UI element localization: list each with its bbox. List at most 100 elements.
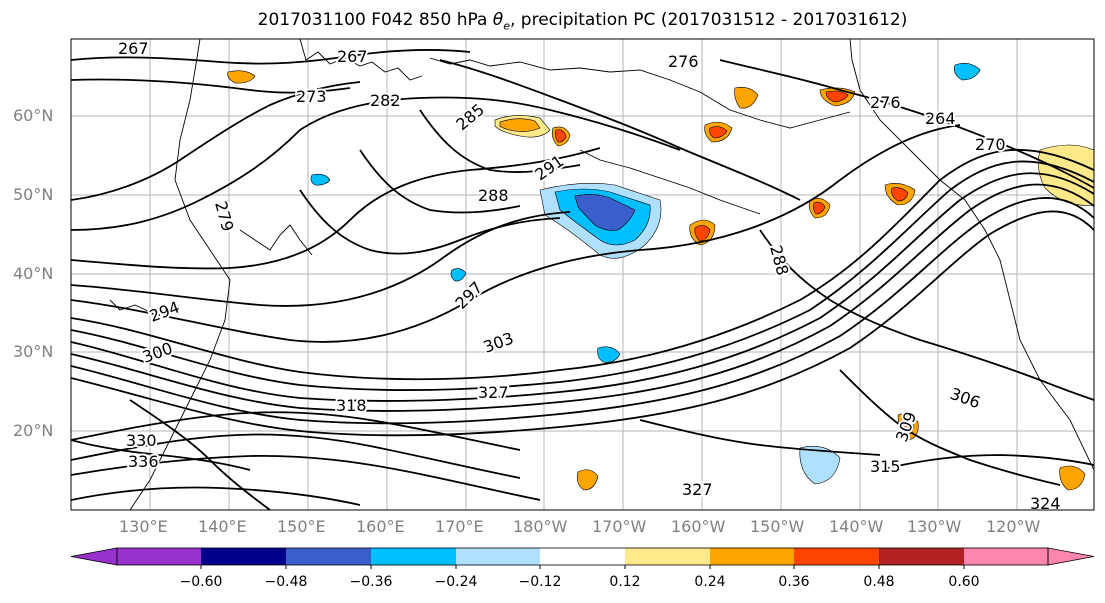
- coastline-alaska: [429, 57, 851, 129]
- longitude-label: 140°W: [829, 517, 884, 536]
- longitude-label: 130°E: [119, 517, 168, 536]
- latitude-label: 40°N: [13, 264, 54, 283]
- longitude-label: 130°W: [907, 517, 962, 536]
- theta-e-contour: [71, 455, 541, 501]
- theta-e-contour: [129, 399, 271, 510]
- contour-label: 327: [478, 383, 509, 402]
- theta-e-contour: [419, 109, 581, 173]
- contour-label: 267: [118, 39, 149, 58]
- colorbar-segment: [710, 548, 794, 565]
- contour-label: 330: [126, 431, 157, 450]
- colorbar-segment: [964, 548, 1048, 565]
- precip-region: [799, 446, 841, 485]
- colorbar-extend-high: [1047, 547, 1095, 566]
- theta-e-contour: [71, 411, 521, 451]
- theta-e-contour: [71, 147, 601, 270]
- theta-e-contour: [759, 229, 1094, 401]
- precip-region: [825, 90, 849, 103]
- longitude-label: 160°E: [356, 517, 405, 536]
- colorbar-tick-label: 0.48: [863, 574, 895, 590]
- colorbar-segment: [286, 548, 371, 565]
- colorbar-segment: [456, 548, 540, 565]
- theta-e-contour: [439, 59, 801, 201]
- theta-e-contour: [71, 78, 351, 94]
- contour-label: 273: [296, 87, 327, 106]
- contour-label: 336: [128, 452, 159, 471]
- colorbar-tick-label: −0.48: [264, 574, 308, 590]
- precip-region: [227, 70, 256, 84]
- theta-e-contour: [359, 149, 521, 214]
- colorbar-segment: [879, 548, 964, 565]
- theta-e-contour: [71, 160, 1094, 391]
- longitude-label: 170°W: [592, 517, 647, 536]
- longitude-label: 180°W: [513, 517, 568, 536]
- contour-label: 267: [337, 47, 368, 66]
- latitude-label: 30°N: [13, 342, 54, 361]
- longitude-label: 150°W: [750, 517, 805, 536]
- longitude-label: 150°E: [277, 517, 326, 536]
- precipitation-shading: [227, 63, 1094, 491]
- theta-e-contour: [71, 433, 521, 479]
- precip-region: [954, 63, 981, 81]
- contour-label: 327: [682, 480, 713, 499]
- theta-e-contour: [719, 59, 1094, 189]
- title-prefix: 2017031100 F042 850 hPa: [257, 10, 493, 30]
- contour-label: 288: [478, 186, 509, 205]
- theta-e-contour: [71, 49, 471, 65]
- theta-e-contours: [71, 49, 1094, 510]
- colorbar-tick-label: −0.60: [179, 574, 223, 590]
- longitude-label: 120°W: [986, 517, 1041, 536]
- map-title: 2017031100 F042 850 hPa θe, precipitatio…: [0, 10, 1105, 32]
- precip-region: [310, 173, 331, 186]
- precip-region: [499, 118, 541, 132]
- contour-label: 315: [870, 457, 901, 476]
- latitude-label: 20°N: [13, 421, 54, 440]
- colorbar-segment: [201, 548, 286, 565]
- theta-e-contour: [71, 124, 961, 343]
- coastline-asia: [129, 39, 231, 510]
- contour-label: 318: [336, 396, 367, 415]
- coastlines: [109, 39, 1094, 510]
- map-frame: [70, 38, 1095, 511]
- latitude-label: 50°N: [13, 185, 54, 204]
- title-subscript: e: [503, 19, 510, 33]
- colorbar-tick-label: 0.12: [609, 574, 641, 590]
- precip-region: [576, 469, 599, 491]
- graticule: [71, 39, 1094, 510]
- longitude-label: 160°W: [671, 517, 726, 536]
- precip-region: [709, 126, 728, 139]
- colorbar-tick-label: −0.24: [434, 574, 478, 590]
- theta-e-contour: [299, 189, 561, 255]
- colorbar-tick-label: 0.36: [778, 574, 810, 590]
- colorbar-segment: [117, 548, 201, 565]
- theta-e-contour: [71, 197, 1094, 425]
- theta-e-contour: [879, 454, 1094, 471]
- theta-e-contour: [71, 172, 1094, 402]
- theta-e-contour: [71, 439, 251, 471]
- theta-e-contour: [71, 183, 1094, 412]
- title-suffix: , precipitation PC (2017031512 - 2017031…: [509, 10, 908, 30]
- precip-region: [555, 129, 567, 143]
- coastline-kamchatka: [299, 39, 423, 81]
- precip-region: [891, 187, 909, 202]
- theta-e-contour: [71, 96, 681, 231]
- precip-region: [694, 225, 711, 242]
- contour-label: 276: [870, 93, 901, 112]
- colorbar-tick-label: −0.36: [349, 574, 393, 590]
- colorbar-segment: [794, 548, 879, 565]
- colorbar-segment: [371, 548, 456, 565]
- precip-region: [450, 268, 467, 282]
- theta-e-contour: [71, 486, 361, 506]
- contour-label: 270: [975, 135, 1006, 154]
- coastline-north-america: [849, 39, 1094, 471]
- theta-e-contour: [839, 369, 1061, 486]
- theta-e-contour: [71, 148, 1094, 381]
- precip-region: [813, 201, 826, 215]
- theta-e-contour: [71, 81, 361, 201]
- colorbar-tick-label: 0.24: [694, 574, 726, 590]
- title-symbol: θ: [492, 10, 504, 30]
- colorbar-extend-low: [70, 547, 118, 566]
- longitude-label: 140°E: [198, 517, 247, 536]
